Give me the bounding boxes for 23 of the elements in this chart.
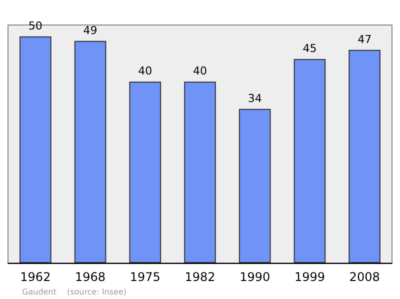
bar	[184, 82, 216, 263]
x-tick-label: 1990	[240, 270, 270, 284]
x-tick-label: 1968	[75, 270, 106, 284]
bar	[74, 40, 106, 263]
x-tick-label: 1962	[20, 270, 51, 284]
data-label: 50	[28, 19, 42, 32]
bar	[348, 50, 380, 263]
data-label: 47	[358, 32, 372, 46]
data-label: 40	[193, 64, 207, 78]
text: Gaudent	[22, 288, 56, 296]
x-tick-label: 2008	[349, 270, 380, 284]
text: (source: Insee)	[67, 288, 126, 296]
data-label: 34	[248, 92, 262, 105]
data-label: 45	[302, 42, 317, 55]
x-tick-label: 1975	[130, 270, 160, 284]
x-tick-label: 1982	[184, 270, 216, 284]
bar	[294, 59, 326, 263]
data-label: 49	[83, 24, 98, 37]
bar	[129, 82, 162, 263]
bar	[238, 108, 271, 263]
bar	[20, 36, 52, 263]
x-tick-label: 1999	[294, 270, 325, 284]
data-label: 40	[138, 64, 152, 78]
